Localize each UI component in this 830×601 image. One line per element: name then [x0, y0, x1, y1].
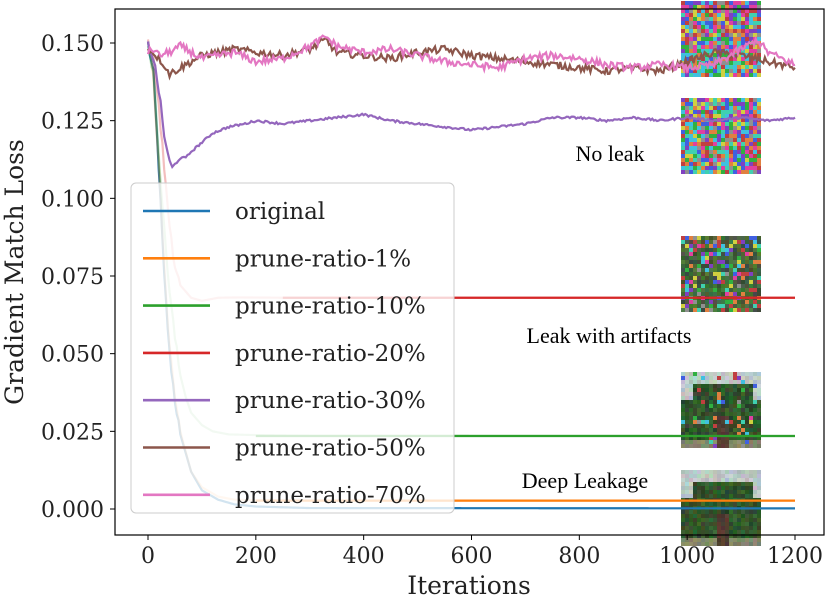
legend-label: original	[235, 199, 325, 225]
x-tick-label: 1000	[659, 544, 715, 569]
legend-label: prune-ratio-10%	[235, 294, 426, 320]
x-tick-label: 400	[343, 544, 385, 569]
y-tick-label: 0.125	[41, 110, 104, 135]
annotation-label: Leak with artifacts	[527, 323, 692, 348]
y-tick-label: 0.025	[41, 420, 104, 445]
x-tick-label: 800	[558, 544, 600, 569]
x-tick-label: 1200	[767, 544, 823, 569]
y-tick-label: 0.150	[41, 32, 104, 57]
noise-image-2	[681, 98, 761, 174]
y-tick-label: 0.000	[41, 498, 104, 523]
x-tick-label: 200	[235, 544, 277, 569]
y-tick-label: 0.075	[41, 265, 104, 290]
series-line-prune-ratio-70%	[146, 34, 796, 75]
annotation-label: No leak	[575, 141, 644, 166]
inset-images	[681, 1, 761, 546]
artifact-image	[681, 236, 761, 312]
axis-ticks: 0 200 400 600 800 1000 1200 0.000 0.025 0.050 0.07…	[41, 32, 823, 569]
legend-box	[130, 182, 455, 514]
y-tick-label: 0.100	[41, 187, 104, 212]
legend-label: prune-ratio-50%	[235, 436, 426, 462]
x-axis-label: Iterations	[407, 571, 531, 600]
y-axis-label: Gradient Match Loss	[0, 139, 29, 405]
series-line-prune-ratio-50%	[147, 36, 796, 81]
annotations: No leak Leak with artifacts Deep Leakage	[522, 141, 692, 493]
legend-label: prune-ratio-20%	[235, 341, 426, 367]
plot-frame	[114, 8, 825, 536]
legend-label: prune-ratio-70%	[235, 483, 426, 509]
x-tick-label: 0	[141, 544, 155, 569]
series-line-prune-ratio-30%	[146, 41, 796, 170]
legend-label: prune-ratio-1%	[235, 246, 411, 272]
legend-label: prune-ratio-30%	[235, 388, 426, 414]
noise-image-1	[681, 1, 761, 77]
y-tick-label: 0.050	[41, 343, 104, 368]
annotation-label: Deep Leakage	[522, 468, 648, 493]
x-tick-label: 600	[451, 544, 493, 569]
legend: original prune-ratio-1% prune-ratio-10% pru…	[130, 182, 455, 514]
